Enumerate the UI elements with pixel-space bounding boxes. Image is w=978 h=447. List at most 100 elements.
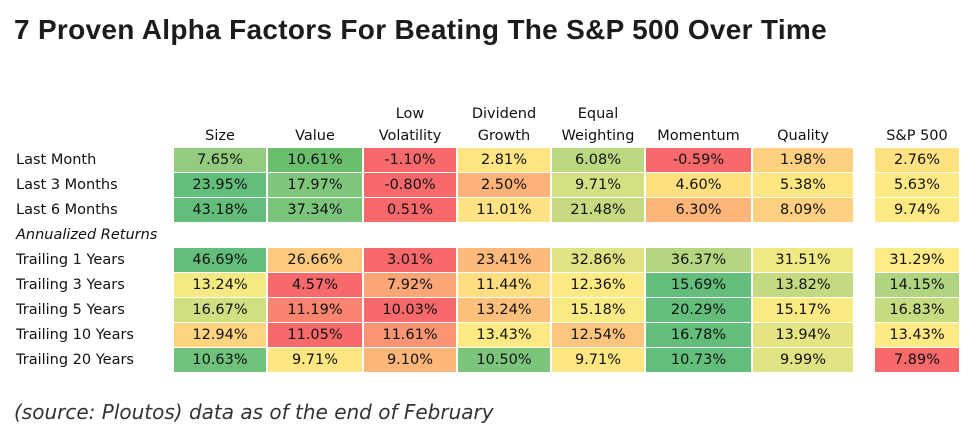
column-header-value: Value bbox=[268, 99, 362, 147]
source-note: (source: Ploutos) data as of the end of … bbox=[14, 400, 494, 424]
table-row: Trailing 5 Years 16.67% 11.19% 10.03% 13.24%… bbox=[14, 298, 959, 322]
table-cell-quality: 13.94% bbox=[753, 323, 853, 347]
table-cell-value: 26.66% bbox=[268, 248, 362, 272]
header-corner bbox=[14, 99, 172, 147]
table-cell-momentum: 16.78% bbox=[646, 323, 751, 347]
column-header-quality: Quality bbox=[753, 99, 853, 147]
header-row: Size Value Low Volatility Dividend Growth Equa… bbox=[14, 99, 959, 147]
table-cell-size: 46.69% bbox=[174, 248, 266, 272]
column-gap bbox=[855, 273, 873, 297]
table-cell-sp500: 14.15% bbox=[875, 273, 959, 297]
chart-title: 7 Proven Alpha Factors For Beating The S… bbox=[14, 14, 827, 45]
table-cell-dividend-growth: 11.01% bbox=[458, 198, 550, 222]
table-cell-sp500: 9.74% bbox=[875, 198, 959, 222]
table-cell-value: 11.19% bbox=[268, 298, 362, 322]
row-label: Trailing 20 Years bbox=[16, 352, 134, 368]
table-cell-dividend-growth: 11.44% bbox=[458, 273, 550, 297]
table-cell-size: 7.65% bbox=[174, 148, 266, 172]
row-label: Trailing 3 Years bbox=[16, 277, 125, 293]
factor-returns-table: Size Value Low Volatility Dividend Growth Equa… bbox=[12, 98, 961, 373]
table-cell-sp500: 31.29% bbox=[875, 248, 959, 272]
column-header-line: Dividend bbox=[471, 106, 537, 122]
column-header-size: Size bbox=[174, 99, 266, 147]
table-row: Trailing 3 Years 13.24% 4.57% 7.92% 11.44% 12… bbox=[14, 273, 959, 297]
table-cell-dividend-growth: 13.24% bbox=[458, 298, 550, 322]
table-cell-low-volatility: -1.10% bbox=[364, 148, 456, 172]
table-cell-sp500: 7.89% bbox=[875, 348, 959, 372]
column-header-equal-weighting: Equal Weighting bbox=[552, 99, 644, 147]
column-header-line: S&P 500 bbox=[886, 128, 948, 144]
table-row: Last 3 Months 23.95% 17.97% -0.80% 2.50% 9.71… bbox=[14, 173, 959, 197]
table-cell-dividend-growth: 13.43% bbox=[458, 323, 550, 347]
table-cell-value: 37.34% bbox=[268, 198, 362, 222]
table-cell-momentum: -0.59% bbox=[646, 148, 751, 172]
table-cell-size: 16.67% bbox=[174, 298, 266, 322]
table-cell-size: 13.24% bbox=[174, 273, 266, 297]
column-header-line: Quality bbox=[777, 128, 829, 144]
table-cell-momentum: 15.69% bbox=[646, 273, 751, 297]
table-cell-value: 17.97% bbox=[268, 173, 362, 197]
column-header-line: Size bbox=[205, 128, 235, 144]
table-cell-value: 4.57% bbox=[268, 273, 362, 297]
table-cell-quality: 13.82% bbox=[753, 273, 853, 297]
column-header-line: Equal bbox=[577, 106, 619, 122]
table-cell-quality: 8.09% bbox=[753, 198, 853, 222]
row-label: Last 3 Months bbox=[16, 177, 118, 193]
column-gap bbox=[855, 148, 873, 172]
column-header-line: Momentum bbox=[657, 128, 740, 144]
table-cell-dividend-growth: 2.81% bbox=[458, 148, 550, 172]
table-cell-quality: 5.38% bbox=[753, 173, 853, 197]
section-label: Annualized Returns bbox=[16, 227, 158, 243]
factor-returns-table-wrapper: Size Value Low Volatility Dividend Growth Equa… bbox=[12, 98, 961, 373]
column-header-line: Volatility bbox=[378, 128, 442, 144]
column-header-line: Weighting bbox=[561, 128, 635, 144]
table-cell-value: 9.71% bbox=[268, 348, 362, 372]
table-cell-momentum: 20.29% bbox=[646, 298, 751, 322]
table-cell-equal-weighting: 32.86% bbox=[552, 248, 644, 272]
column-header-line: Low bbox=[395, 106, 425, 122]
column-gap bbox=[855, 298, 873, 322]
column-header-low-volatility: Low Volatility bbox=[364, 99, 456, 147]
table-cell-quality: 1.98% bbox=[753, 148, 853, 172]
table-cell-momentum: 10.73% bbox=[646, 348, 751, 372]
table-cell-momentum: 6.30% bbox=[646, 198, 751, 222]
table-cell-value: 11.05% bbox=[268, 323, 362, 347]
table-cell-equal-weighting: 9.71% bbox=[552, 173, 644, 197]
column-header-line: Growth bbox=[477, 128, 531, 144]
table-cell-dividend-growth: 10.50% bbox=[458, 348, 550, 372]
table-cell-equal-weighting: 21.48% bbox=[552, 198, 644, 222]
table-cell-quality: 9.99% bbox=[753, 348, 853, 372]
column-header-momentum: Momentum bbox=[646, 99, 751, 147]
table-cell-size: 43.18% bbox=[174, 198, 266, 222]
table-row: Trailing 1 Years 46.69% 26.66% 3.01% 23.41% 3… bbox=[14, 248, 959, 272]
table-cell-low-volatility: 10.03% bbox=[364, 298, 456, 322]
table-cell-value: 10.61% bbox=[268, 148, 362, 172]
column-header-sp500: S&P 500 bbox=[875, 99, 959, 147]
table-cell-sp500: 13.43% bbox=[875, 323, 959, 347]
row-label: Last Month bbox=[16, 152, 97, 168]
table-cell-momentum: 36.37% bbox=[646, 248, 751, 272]
column-gap bbox=[855, 99, 873, 147]
table-cell-low-volatility: 3.01% bbox=[364, 248, 456, 272]
table-cell-dividend-growth: 23.41% bbox=[458, 248, 550, 272]
table-cell-equal-weighting: 15.18% bbox=[552, 298, 644, 322]
table-row: Last Month 7.65% 10.61% -1.10% 2.81% 6.08% -0.… bbox=[14, 148, 959, 172]
row-label: Last 6 Months bbox=[16, 202, 118, 218]
table-cell-low-volatility: 7.92% bbox=[364, 273, 456, 297]
table-cell-equal-weighting: 12.54% bbox=[552, 323, 644, 347]
table-cell-low-volatility: 0.51% bbox=[364, 198, 456, 222]
column-gap bbox=[855, 323, 873, 347]
column-header-dividend-growth: Dividend Growth bbox=[458, 99, 550, 147]
column-header-line: Value bbox=[295, 128, 335, 144]
table-cell-low-volatility: 11.61% bbox=[364, 323, 456, 347]
row-label: Trailing 10 Years bbox=[16, 327, 134, 343]
table-cell-equal-weighting: 9.71% bbox=[552, 348, 644, 372]
column-gap bbox=[855, 198, 873, 222]
table-cell-sp500: 2.76% bbox=[875, 148, 959, 172]
table-cell-size: 10.63% bbox=[174, 348, 266, 372]
table-cell-low-volatility: -0.80% bbox=[364, 173, 456, 197]
section-row: Annualized Returns bbox=[14, 223, 959, 247]
column-gap bbox=[855, 173, 873, 197]
table-cell-momentum: 4.60% bbox=[646, 173, 751, 197]
table-body: Last Month 7.65% 10.61% -1.10% 2.81% 6.08% -0.… bbox=[14, 148, 959, 372]
